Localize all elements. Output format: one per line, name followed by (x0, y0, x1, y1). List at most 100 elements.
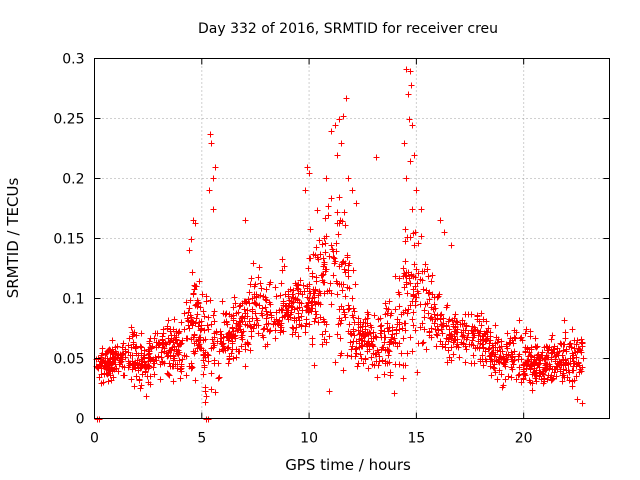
data-point (294, 296, 301, 303)
data-point (389, 331, 396, 338)
data-point (450, 351, 457, 358)
data-point (186, 325, 193, 332)
data-point (147, 357, 154, 364)
data-point (496, 367, 503, 374)
data-point (335, 321, 342, 328)
data-point (454, 326, 461, 333)
data-point (354, 363, 361, 370)
data-point (133, 350, 140, 357)
data-point (104, 371, 111, 378)
data-point (524, 361, 531, 368)
data-point (191, 282, 198, 289)
data-point (242, 346, 249, 353)
data-point (465, 311, 472, 318)
data-point (492, 322, 499, 329)
data-point (476, 345, 483, 352)
data-point (107, 349, 114, 356)
data-point (200, 351, 207, 358)
data-point (456, 354, 463, 361)
data-point (571, 345, 578, 352)
data-point (370, 329, 377, 336)
data-point (340, 258, 347, 265)
data-point (152, 330, 159, 337)
data-point (290, 299, 297, 306)
data-point (249, 306, 256, 313)
data-point (226, 330, 233, 337)
data-point (409, 298, 416, 305)
data-point (170, 363, 177, 370)
data-point (402, 258, 409, 265)
data-point (425, 290, 432, 297)
data-point (208, 370, 215, 377)
data-point (323, 233, 330, 240)
data-point (421, 314, 428, 321)
data-point (313, 244, 320, 251)
data-point (411, 261, 418, 268)
data-point (296, 304, 303, 311)
data-point (541, 366, 548, 373)
data-point (201, 364, 208, 371)
data-point (141, 352, 148, 359)
data-point (313, 278, 320, 285)
data-point (543, 343, 550, 350)
data-point (349, 343, 356, 350)
data-point (545, 347, 552, 354)
data-point (260, 326, 267, 333)
data-point (336, 281, 343, 288)
data-point (164, 325, 171, 332)
data-point (364, 340, 371, 347)
data-point (186, 305, 193, 312)
data-point (491, 353, 498, 360)
data-point (198, 326, 205, 333)
data-point (279, 256, 286, 263)
data-point (100, 357, 107, 364)
data-point (364, 330, 371, 337)
data-point (241, 306, 248, 313)
data-point (197, 345, 204, 352)
data-point (528, 344, 535, 351)
data-point (256, 264, 263, 271)
data-point (454, 319, 461, 326)
data-point (306, 307, 313, 314)
data-point (323, 175, 330, 182)
data-point (255, 274, 262, 281)
data-point (371, 362, 378, 369)
data-point (249, 295, 256, 302)
data-point (415, 270, 422, 277)
data-point (253, 291, 260, 298)
data-point (327, 280, 334, 287)
data-point (130, 361, 137, 368)
data-point (247, 347, 254, 354)
data-point (252, 310, 259, 317)
data-point (328, 290, 335, 297)
data-point (569, 350, 576, 357)
data-point (404, 290, 411, 297)
data-point (332, 258, 339, 265)
data-point (381, 371, 388, 378)
data-point (380, 344, 387, 351)
data-point (554, 345, 561, 352)
data-point (312, 315, 319, 322)
x-axis-label: GPS time / hours (285, 456, 411, 474)
data-point (414, 369, 421, 376)
data-point (573, 363, 580, 370)
data-point (165, 371, 172, 378)
data-point (449, 317, 456, 324)
data-point (346, 321, 353, 328)
data-point (344, 352, 351, 359)
data-point (342, 293, 349, 300)
data-point (319, 341, 326, 348)
data-point (396, 291, 403, 298)
data-point (290, 287, 297, 294)
data-point (284, 313, 291, 320)
data-point (426, 332, 433, 339)
data-point (235, 348, 242, 355)
y-axis-label: SRMTID / TECUs (4, 178, 22, 299)
data-point (185, 309, 192, 316)
data-point (251, 299, 258, 306)
data-point (216, 374, 223, 381)
data-point (177, 375, 184, 382)
data-point (254, 317, 261, 324)
data-point (348, 346, 355, 353)
data-point (466, 341, 473, 348)
